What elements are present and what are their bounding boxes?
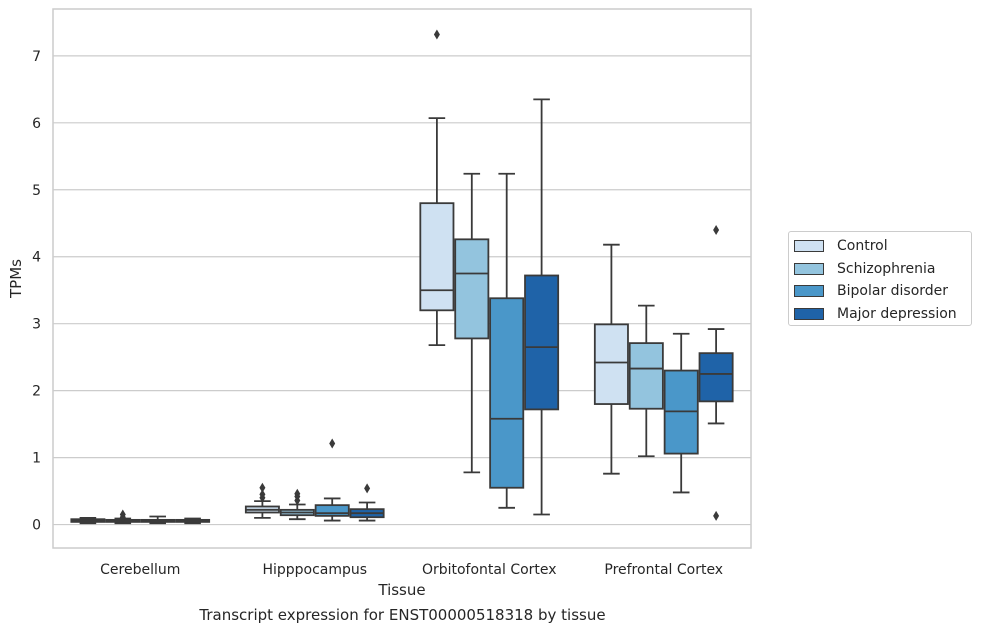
y-tick-label: 0 bbox=[32, 518, 41, 534]
y-tick-label: 5 bbox=[32, 183, 41, 199]
plot-frame bbox=[52, 8, 752, 549]
outlier-point bbox=[259, 482, 266, 493]
legend-swatch bbox=[794, 240, 824, 252]
box-major-depression bbox=[524, 274, 560, 411]
outlier-point bbox=[713, 510, 720, 521]
y-tick-label: 4 bbox=[32, 250, 41, 266]
outlier-point bbox=[713, 224, 720, 235]
legend-item: Control bbox=[794, 237, 888, 255]
legend-item: Schizophrenia bbox=[794, 260, 935, 278]
legend-swatch bbox=[794, 307, 824, 320]
x-tick-label: Hipppocampus bbox=[262, 562, 367, 578]
box-bipolar-disorder bbox=[314, 504, 350, 517]
box-schizophrenia bbox=[454, 238, 490, 340]
legend-swatch bbox=[794, 262, 824, 275]
outlier-point bbox=[364, 483, 371, 494]
x-tick-label: Prefrontal Cortex bbox=[604, 562, 723, 578]
legend-label: Control bbox=[837, 238, 888, 254]
outlier-point bbox=[294, 488, 301, 499]
outlier-point bbox=[259, 489, 266, 500]
legend-swatch bbox=[794, 285, 824, 297]
legend-item: Major depression bbox=[794, 305, 957, 323]
box-control bbox=[419, 202, 455, 312]
y-tick-label: 7 bbox=[32, 49, 41, 65]
y-tick-label: 6 bbox=[32, 116, 41, 132]
chart-caption: Transcript expression for ENST0000051831… bbox=[199, 606, 606, 624]
y-tick-label: 2 bbox=[32, 384, 41, 400]
legend-label: Schizophrenia bbox=[837, 260, 936, 277]
box-control bbox=[593, 323, 629, 405]
x-tick-label: Orbitofontal Cortex bbox=[422, 562, 557, 578]
x-axis-label: Tissue bbox=[377, 581, 425, 599]
legend-label: Bipolar disorder bbox=[837, 283, 949, 299]
outlier-point bbox=[329, 438, 336, 449]
x-tick-label: Cerebellum bbox=[100, 562, 180, 578]
box-schizophrenia bbox=[628, 342, 664, 410]
y-tick-label: 3 bbox=[32, 317, 41, 333]
outlier-point bbox=[119, 509, 126, 520]
legend-label: Major depression bbox=[837, 305, 957, 322]
legend-item: Bipolar disorder bbox=[794, 282, 948, 300]
box-bipolar-disorder bbox=[489, 297, 525, 489]
box-major-depression bbox=[698, 352, 734, 403]
y-axis-label: TPMs bbox=[7, 259, 25, 299]
outlier-point bbox=[433, 29, 440, 40]
legend: Control Schizophrenia Bipolar disorder Majo… bbox=[788, 231, 972, 326]
y-tick-label: 1 bbox=[32, 451, 41, 467]
